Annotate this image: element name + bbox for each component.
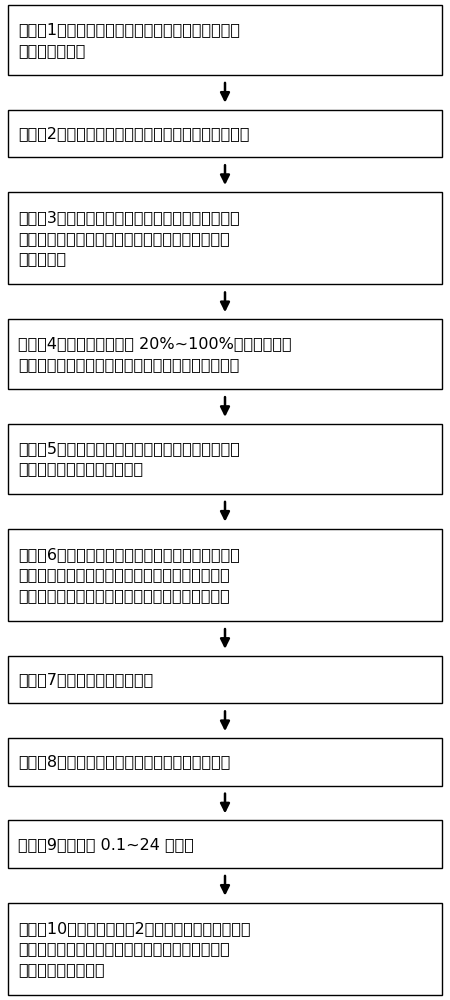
Bar: [8, 192, 442, 284]
Text: 步骤（3）：组装水力冲击压裂工具，工具至少应包
括导流管、冲击片、冲击室、柱塞座、尾管、接收
器等组件；: 步骤（3）：组装水力冲击压裂工具，工具至少应包 括导流管、冲击片、冲击室、柱塞座…: [18, 210, 240, 266]
Bar: [8, 656, 442, 703]
Text: 步骤（1）：起出油水井生产管柱，并进行通井、刮
削、洗井作业；: 步骤（1）：起出油水井生产管柱，并进行通井、刮 削、洗井作业；: [18, 22, 240, 58]
Bar: [8, 903, 442, 995]
Text: 步骤（2）：进行油水井地层漏失量测定和试注作业；: 步骤（2）：进行油水井地层漏失量测定和试注作业；: [18, 126, 249, 141]
Text: 步骤（5）：通过与水力冲击工具连接油管及变扣将
水力冲击工具下入油水井内；: 步骤（5）：通过与水力冲击工具连接油管及变扣将 水力冲击工具下入油水井内；: [18, 441, 240, 477]
Bar: [8, 738, 442, 786]
Bar: [8, 424, 442, 494]
Bar: [8, 5, 442, 75]
Bar: [8, 820, 442, 868]
Text: 步骤（4）：在尾管中添加 20%~100%空间体积的无
声破碎剂，并将尾管所有孔眼采用低压冲击片密封；: 步骤（4）：在尾管中添加 20%~100%空间体积的无 声破碎剂，并将尾管所有孔…: [18, 336, 292, 372]
Text: 步骤（6）：油管通过地面泵加液压，进行水力冲击
压裂，油管内液体通过柱塞座后产生高压液流，将
尾管中的无声破碎剂同时压入油水井射孔孔眼中；: 步骤（6）：油管通过地面泵加液压，进行水力冲击 压裂，油管内液体通过柱塞座后产生…: [18, 547, 240, 603]
Text: 步骤（8）：起出下入油水井内的水力冲击工具；: 步骤（8）：起出下入油水井内的水力冲击工具；: [18, 754, 230, 769]
Bar: [8, 319, 442, 389]
Text: 步骤（9）：关井 0.1~24 小时；: 步骤（9）：关井 0.1~24 小时；: [18, 837, 194, 852]
Bar: [8, 529, 442, 621]
Text: 步骤（10）：重复步骤（2）的作业，并对比作业前
后地层漏失量和试注数据，以评价水力冲击压裂作
业的强化致裂效果。: 步骤（10）：重复步骤（2）的作业，并对比作业前 后地层漏失量和试注数据，以评价…: [18, 921, 251, 977]
Text: 步骤（7）：反循环洗井作业；: 步骤（7）：反循环洗井作业；: [18, 672, 153, 687]
Bar: [8, 110, 442, 157]
